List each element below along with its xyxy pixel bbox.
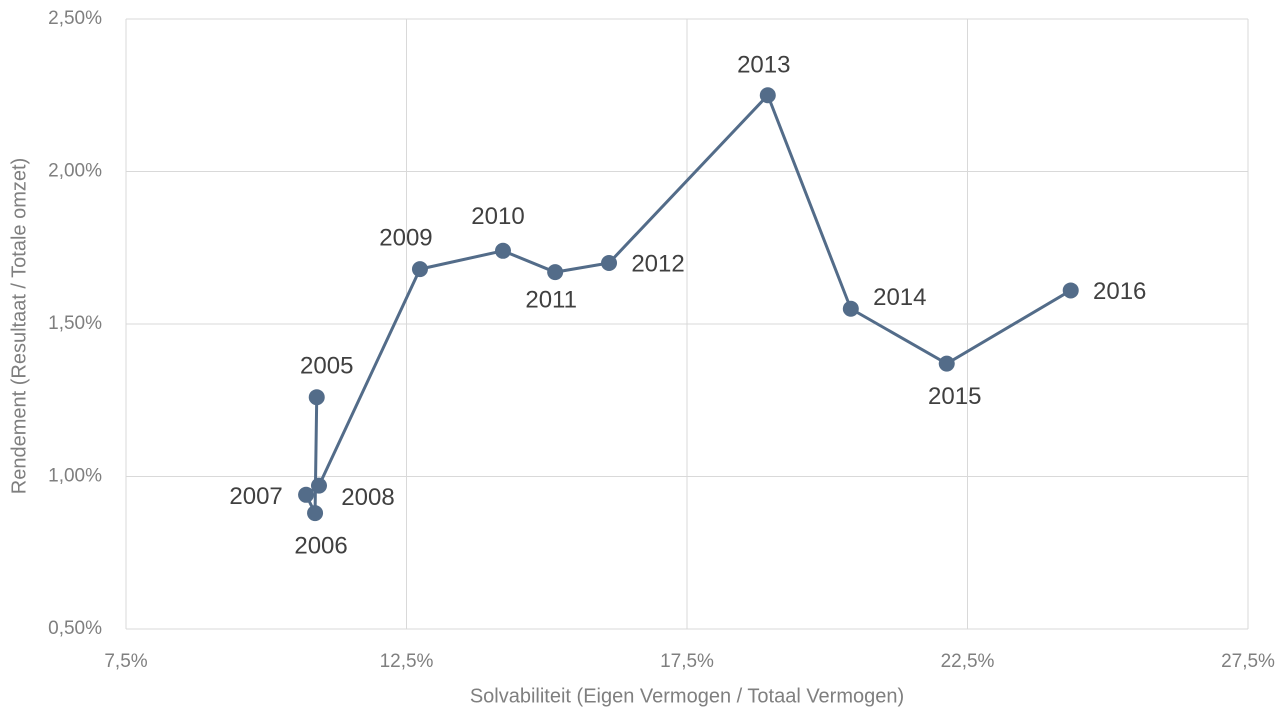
x-tick-label: 7,5% bbox=[104, 651, 147, 672]
point-label: 2006 bbox=[294, 532, 347, 559]
point-label: 2015 bbox=[928, 383, 981, 410]
y-tick-label: 2,50% bbox=[48, 8, 102, 29]
point bbox=[1062, 282, 1079, 299]
point bbox=[547, 264, 564, 281]
point-label: 2012 bbox=[631, 250, 684, 277]
point bbox=[298, 486, 315, 503]
point-label: 2009 bbox=[379, 224, 432, 251]
point-label: 2010 bbox=[471, 203, 524, 230]
y-tick-label: 2,00% bbox=[48, 161, 102, 182]
point bbox=[411, 261, 428, 278]
x-tick-label: 12,5% bbox=[380, 651, 434, 672]
point-label: 2007 bbox=[229, 483, 282, 510]
point bbox=[938, 355, 955, 372]
x-tick-label: 27,5% bbox=[1221, 651, 1275, 672]
point bbox=[842, 300, 859, 317]
x-tick-label: 17,5% bbox=[660, 651, 714, 672]
y-tick-label: 1,00% bbox=[48, 466, 102, 487]
point-label: 2005 bbox=[300, 353, 353, 380]
x-tick-label: 22,5% bbox=[941, 651, 995, 672]
point-label: 2013 bbox=[737, 52, 790, 79]
point-label: 2008 bbox=[341, 484, 394, 511]
y-tick-label: 1,50% bbox=[48, 313, 102, 334]
point-label: 2014 bbox=[873, 284, 926, 311]
point bbox=[494, 242, 511, 259]
point bbox=[601, 255, 618, 271]
point bbox=[310, 477, 327, 494]
line bbox=[304, 92, 1072, 514]
point-label: 2016 bbox=[1093, 278, 1146, 305]
y-tick-label: 0,50% bbox=[48, 618, 102, 639]
y-axis-title: Rendement (Resultaat / Totale omzet) bbox=[8, 158, 30, 494]
point-label: 2011 bbox=[525, 286, 577, 313]
x-axis-title: Solvabiliteit (Eigen Vermogen / Totaal V… bbox=[470, 685, 904, 707]
point bbox=[308, 389, 325, 406]
point bbox=[759, 87, 776, 104]
point bbox=[307, 505, 324, 522]
